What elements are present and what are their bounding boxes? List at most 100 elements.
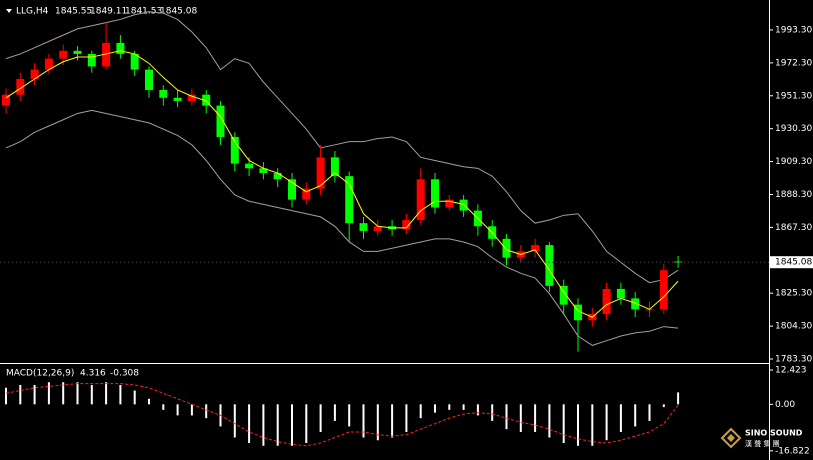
macd-signal [5,383,679,447]
macd-bar [47,382,50,405]
candle-body [159,89,168,98]
candle-body [288,179,296,200]
header-low: 1841.53 [125,7,162,17]
candle-body [502,238,511,258]
candle-body [145,69,153,90]
macd-bar [333,404,336,421]
macd-bar [33,384,36,405]
logo-name: SINO SOUND [745,429,803,438]
macd-bar [619,404,622,432]
y-tick-label: 1930.30 [775,124,812,134]
logo-icon [720,427,742,449]
y-tick-label: 1909.30 [775,157,812,167]
moving-average [5,50,679,318]
y-tick-label: 1804.30 [775,322,812,332]
candle-body [545,245,554,286]
candle-body [302,188,311,200]
header-high: 1849.11 [90,7,127,17]
macd-bar [190,404,193,416]
candle-body [187,94,196,101]
y-tick-label: 0.00 [775,400,795,410]
macd-bar [5,387,7,405]
candle-body [373,226,382,231]
candle-body [259,168,268,174]
candle-body [87,53,96,67]
logo-icon-core [727,434,735,442]
macd-bar [305,404,308,444]
candle-body [73,50,82,54]
macd-bar [205,404,208,419]
candle-body [173,97,182,101]
candle-body [459,199,468,211]
candle-body [2,94,10,106]
candle-body [416,179,425,221]
candle-body [30,69,39,79]
macd-bar [434,404,436,413]
current-price-label: 1845.08 [775,258,812,268]
current-price-box [770,256,813,269]
logo-subtitle: 漢 聲 集 團 [745,439,780,448]
macd-bar [634,404,637,427]
macd-bar [162,404,165,410]
y-tick-label: 1951.30 [775,91,812,101]
y-tick-label: 1867.30 [775,223,812,233]
y-tick-label: 1783.30 [775,355,812,365]
y-tick-label: -16.822 [775,446,810,456]
candle-body [616,288,625,299]
macd-bar [376,404,379,441]
macd-bar [391,404,394,438]
macd-bar [233,404,236,438]
macd-bar [405,404,408,432]
y-tick-label: 12.423 [775,366,807,376]
candle-body [345,176,354,224]
macd-bar [319,404,322,432]
macd-bar [276,404,279,446]
macd-bar [448,404,451,410]
macd-bar [548,404,551,438]
macd-bar [648,404,651,421]
macd-bar [462,404,465,410]
macd-title: MACD(12,26,9) [6,369,74,379]
macd-bar [362,404,365,438]
macd-bar [505,404,508,430]
macd-bar [90,384,93,405]
macd-bar [148,398,150,405]
candle-body [659,270,668,310]
bollinger-lower [5,109,679,346]
macd-bar [577,404,579,446]
macd-bar [62,382,65,405]
macd-bar [76,382,79,405]
candle-body [202,94,211,106]
candle-body [531,245,540,252]
macd-bar [119,384,122,405]
candle-body [359,223,368,231]
candle-body [674,261,683,263]
symbol-title: LLG,H4 [16,7,49,17]
macd-bar [262,404,265,446]
candle-body [230,136,239,164]
macd-bar [248,404,251,444]
candle-body [574,304,582,321]
candle-body [245,163,254,169]
macd-signal-value: -0.308 [110,369,139,379]
macd-bar [562,404,565,444]
candle-body [59,50,68,59]
y-tick-label: 1825.30 [775,289,812,299]
candle-body [445,199,454,208]
y-tick-label: 1972.30 [775,58,812,68]
macd-bar [662,404,665,408]
macd-bar [605,404,608,441]
macd-bar [176,404,179,416]
macd-bar [476,404,479,416]
macd-bar [534,404,537,432]
candle-body [44,58,53,70]
logo: SINO SOUND 漢 聲 集 團 [720,427,803,449]
candle-body [216,105,225,137]
macd-bar [419,404,422,419]
y-tick-label: 1993.30 [775,25,812,35]
macd-bar [519,404,522,432]
candle-body [631,298,640,310]
menu-arrow[interactable] [6,9,12,13]
macd-bar [133,390,136,405]
